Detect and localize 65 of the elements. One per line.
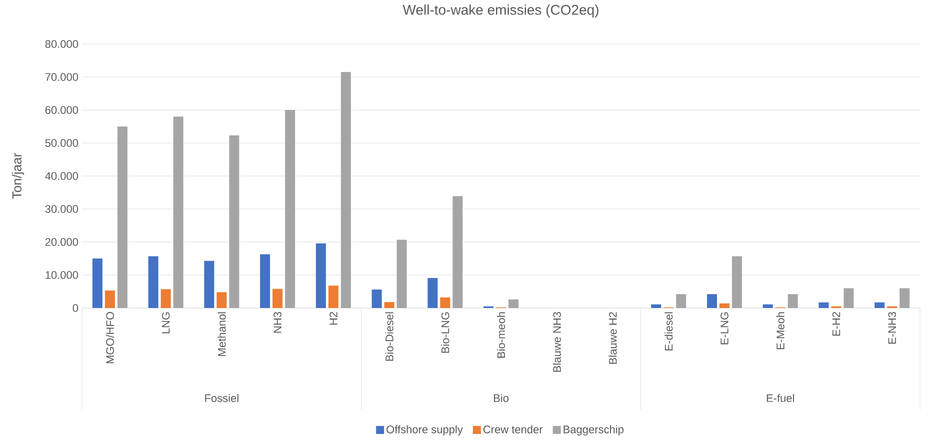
bar [260,254,270,308]
legend-label: Offshore supply [386,425,463,436]
bar [396,240,407,308]
x-tick-label: Bio-LNG [441,312,450,353]
bar [216,292,227,308]
bar [340,72,351,308]
bar [328,286,338,308]
y-tick-label: 60.000 [45,106,78,114]
x-tick-label: Methanol [218,312,226,356]
legend-label: Baggerschip [564,425,624,436]
bar [229,135,240,308]
y-axis-title: Ton/jaar [12,153,24,199]
text: Bio [494,394,508,402]
bar [706,294,717,308]
y-tick-label: 20.000 [45,238,78,246]
bar [651,304,662,308]
y-tick-label: 40.000 [45,172,78,180]
bar [204,260,214,308]
bar [285,110,296,308]
bar [384,302,394,308]
text: E-fuel [766,394,794,402]
chart-title: Well-to-wake emissies (CO2eq) [402,4,598,18]
y-tick-label: 70.000 [45,73,78,81]
bar [762,304,773,308]
bar [148,256,158,308]
x-tick-label: E-Meoh [776,312,784,350]
bar [844,288,854,308]
bar [428,278,438,308]
bar [719,303,730,308]
x-tick-label: E-LNG [720,312,728,344]
x-tick-label: Blauwe NH3 [552,312,561,372]
x-tick-label: E-diesel [664,312,673,350]
bar [788,294,798,308]
x-tick-label: LNG [162,312,170,334]
bar [818,302,829,308]
bar [92,258,102,308]
bar [440,297,450,308]
bar [508,299,519,308]
bar [173,116,184,308]
bar [117,126,128,308]
x-tick-label: Bio-Diesel [385,312,394,361]
x-tick-label: E-H2 [832,312,840,336]
bar [372,290,382,308]
legend-label: Crew tender [483,425,543,434]
x-tick-label: NH3 [274,312,282,333]
x-tick-label: H2 [330,312,338,325]
x-tick-label: Blauwe H2 [608,312,617,364]
y-tick-label: 0 [72,304,78,312]
x-tick-label: MGO/HFO [106,312,114,364]
bar [316,243,326,308]
y-tick-label: 10.000 [46,271,78,279]
bar [900,288,910,308]
bar [272,288,283,308]
bar [732,256,742,308]
y-tick-label: 30.000 [45,205,78,213]
text: Fossiel [205,394,238,402]
bar [104,290,115,308]
y-tick-label: 80.000 [45,40,78,48]
x-tick-label: Bio-meoh [496,312,506,358]
bar [452,196,463,308]
bar [874,302,885,308]
x-tick-label: E-NH3 [888,312,896,344]
y-tick-label: 50.000 [45,139,78,147]
bar [160,289,171,308]
bar [676,294,686,308]
